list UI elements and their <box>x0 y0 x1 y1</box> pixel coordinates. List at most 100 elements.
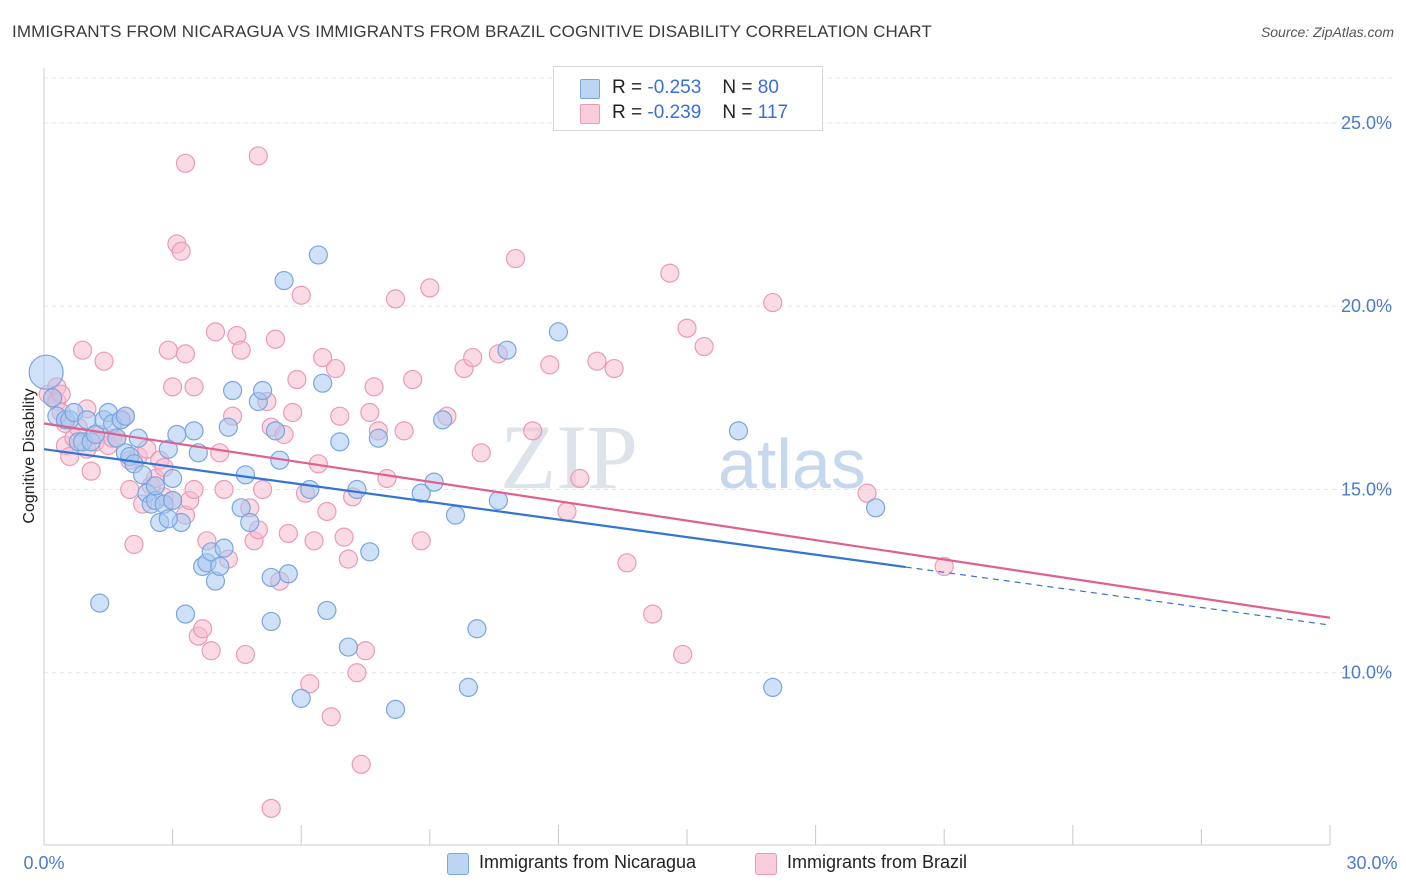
legend-n-value: 80 <box>757 77 779 98</box>
point-brazil <box>355 641 376 661</box>
point-nicaragua <box>163 468 183 489</box>
y-tick-label: 25.0% <box>1341 113 1392 133</box>
point-nicaragua <box>308 245 328 265</box>
point-nicaragua <box>385 699 406 719</box>
point-nicaragua <box>184 421 204 441</box>
point-brazil <box>540 355 560 375</box>
point-brazil <box>351 754 371 774</box>
point-nicaragua <box>158 509 178 529</box>
point-brazil <box>643 604 663 624</box>
point-brazil <box>210 443 230 463</box>
point-brazil <box>364 377 384 397</box>
y-tick-label: 15.0% <box>1341 479 1392 499</box>
point-nicaragua <box>313 373 333 393</box>
point-nicaragua <box>90 593 110 613</box>
legend-swatch-nicaragua <box>580 79 600 99</box>
point-brazil <box>604 358 624 379</box>
point-brazil <box>570 468 590 489</box>
point-brazil <box>81 461 101 481</box>
point-nicaragua <box>175 604 196 624</box>
legend-swatch-brazil <box>755 853 777 875</box>
point-brazil <box>403 369 423 390</box>
point-brazil <box>304 531 324 551</box>
point-brazil <box>660 263 680 283</box>
point-brazil <box>857 483 877 503</box>
point-brazil <box>677 318 697 338</box>
point-brazil <box>587 351 607 371</box>
point-brazil <box>763 292 783 313</box>
point-nicaragua <box>338 637 358 657</box>
legend-n-label: N = <box>722 102 753 123</box>
point-nicaragua <box>265 421 286 441</box>
point-brazil <box>300 674 320 694</box>
x-tick-label: 30.0% <box>1346 853 1397 873</box>
watermark-zip: ZIP <box>500 406 638 508</box>
point-nicaragua <box>291 688 311 708</box>
trend-line-brazil <box>43 422 1331 619</box>
point-brazil <box>124 534 144 555</box>
point-brazil <box>287 369 307 390</box>
grid-lines <box>44 77 1392 674</box>
point-nicaragua <box>167 424 187 445</box>
point-brazil <box>325 358 346 379</box>
point-brazil <box>505 248 526 269</box>
watermark: ZIP atlas <box>500 406 866 508</box>
point-brazil <box>321 707 341 727</box>
point-nicaragua <box>411 483 431 503</box>
point-nicaragua <box>223 380 243 401</box>
series-nicaragua <box>28 245 886 719</box>
point-brazil <box>557 501 577 522</box>
point-brazil <box>360 402 380 423</box>
point-brazil <box>175 344 196 364</box>
point-nicaragua <box>728 421 749 441</box>
tick-labels: 10.0% 15.0% 20.0% 25.0% 0.0% 30.0% <box>23 113 1397 873</box>
point-nicaragua <box>158 439 178 459</box>
point-nicaragua <box>317 600 337 621</box>
legend-swatch-brazil <box>580 104 600 124</box>
point-nicaragua <box>253 380 273 401</box>
point-nicaragua <box>548 322 569 342</box>
point-brazil <box>72 340 93 360</box>
point-brazil <box>163 377 183 397</box>
trend-line-nicaragua-extrapolated <box>905 566 1331 626</box>
point-brazil <box>317 501 337 522</box>
legend-swatch-nicaragua <box>447 853 469 875</box>
point-nicaragua <box>278 564 298 584</box>
point-nicaragua <box>214 538 234 558</box>
point-brazil <box>523 421 543 441</box>
legend-n-value: 117 <box>757 102 789 123</box>
point-brazil <box>420 278 440 298</box>
legend-r-value: -0.239 <box>647 102 702 123</box>
point-brazil <box>193 619 213 639</box>
legend-r-value: -0.253 <box>647 77 702 98</box>
point-brazil <box>184 377 204 397</box>
point-nicaragua <box>115 406 136 426</box>
point-brazil <box>278 523 298 544</box>
point-brazil <box>313 347 333 368</box>
point-brazil <box>411 531 431 551</box>
point-nicaragua <box>347 479 367 500</box>
legend-label-nicaragua: Immigrants from Nicaragua <box>479 852 697 872</box>
y-axis-label: Cognitive Disability <box>21 388 38 523</box>
point-brazil <box>158 340 178 360</box>
point-nicaragua <box>300 479 320 500</box>
point-nicaragua <box>261 611 281 632</box>
correlation-legend: R = -0.253 N = 80 R = -0.239 N = 117 <box>553 66 823 131</box>
point-brazil <box>694 336 714 357</box>
point-brazil <box>394 421 414 441</box>
point-brazil <box>231 340 251 360</box>
x-tick-label: 0.0% <box>23 853 64 873</box>
point-nicaragua <box>240 512 260 533</box>
trend-line-nicaragua <box>43 448 906 569</box>
point-nicaragua <box>218 417 238 437</box>
point-nicaragua <box>368 428 388 448</box>
point-brazil <box>94 351 114 371</box>
point-nicaragua <box>763 677 783 698</box>
y-tick-label: 10.0% <box>1341 663 1392 683</box>
point-brazil <box>471 443 491 463</box>
point-brazil <box>120 479 140 500</box>
point-brazil <box>248 146 268 166</box>
point-brazil <box>205 322 226 342</box>
trend-lines <box>43 422 1331 626</box>
